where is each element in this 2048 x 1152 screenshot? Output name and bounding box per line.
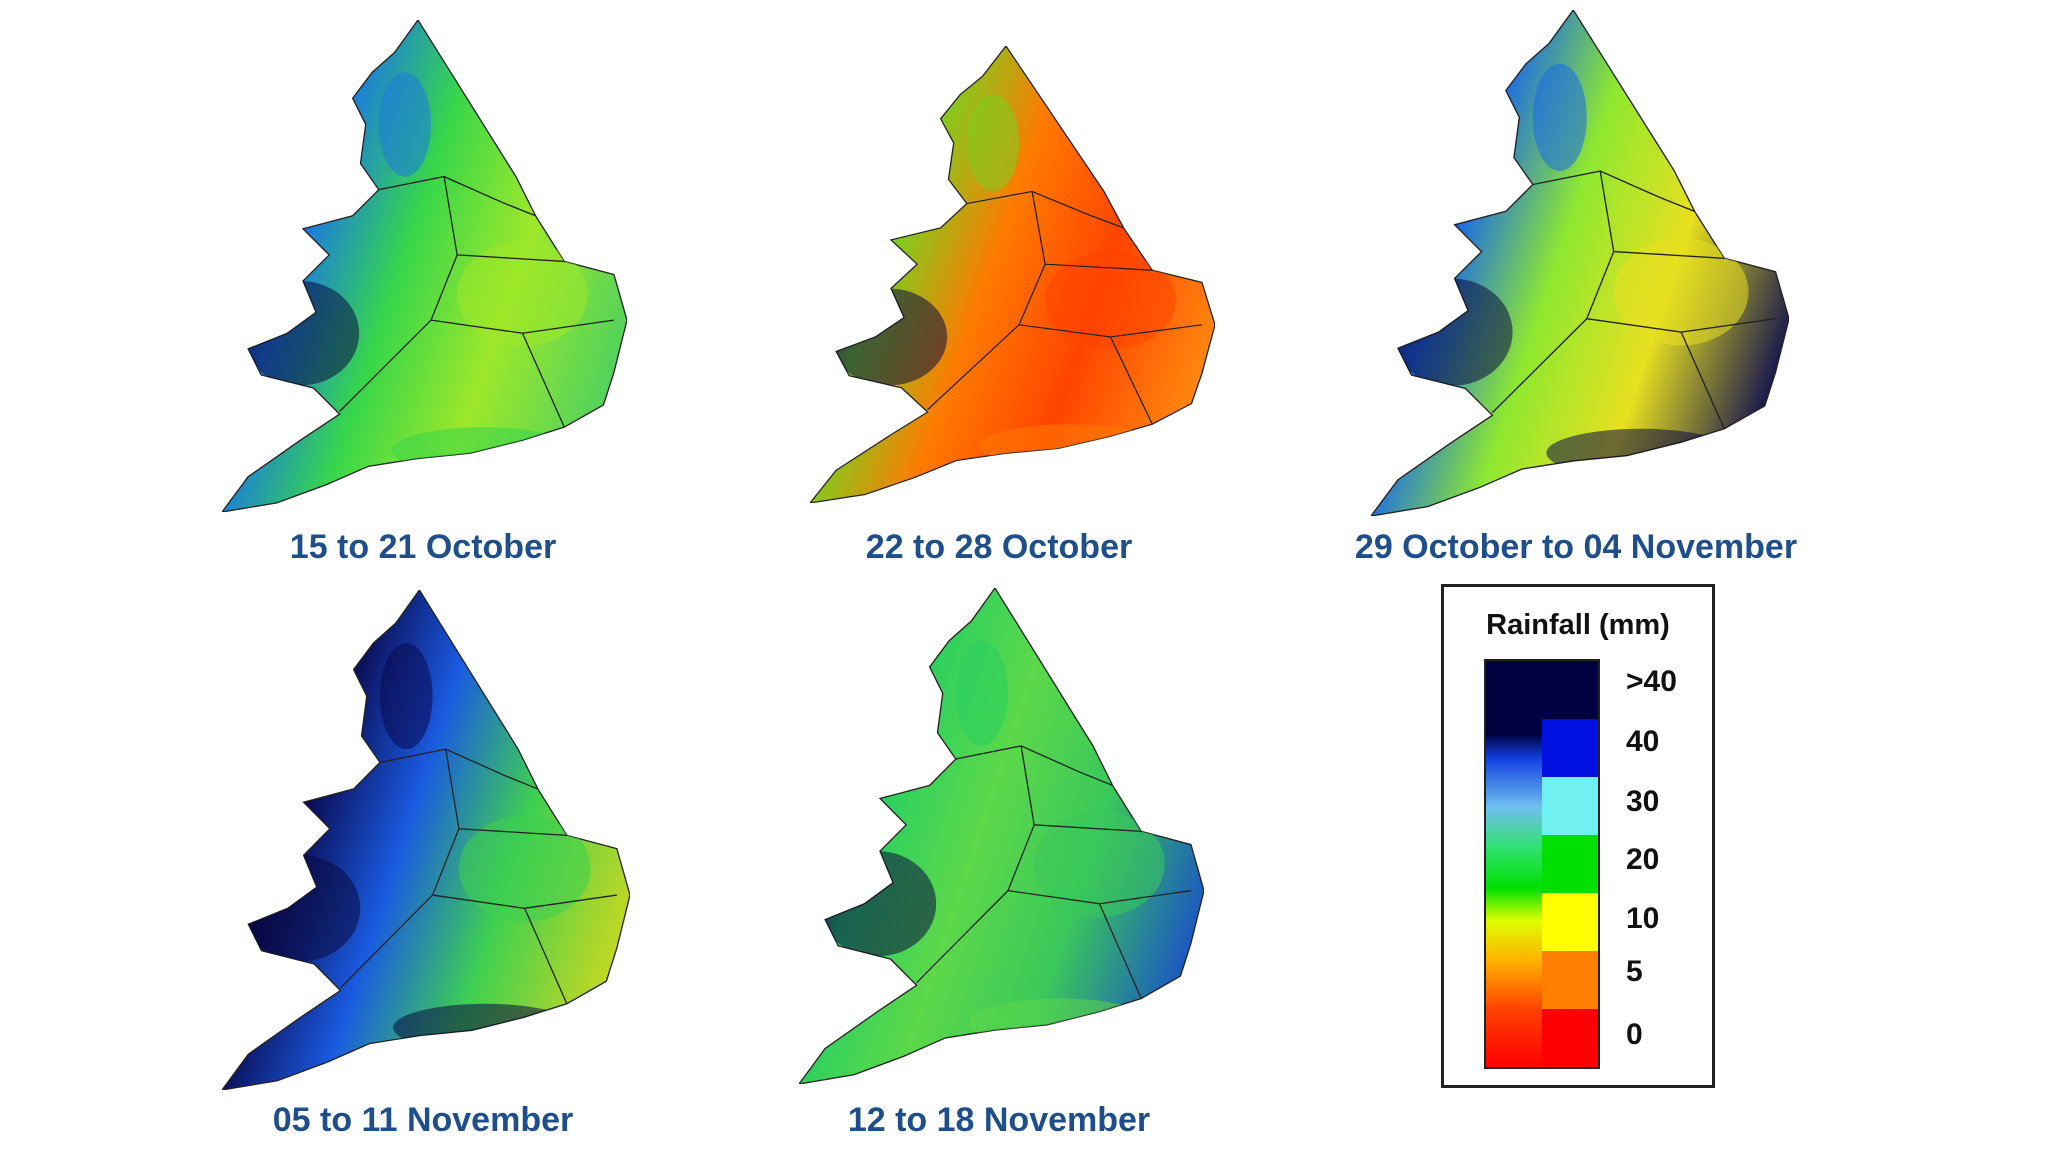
region-boundaries: [339, 175, 615, 428]
region-boundaries: [927, 190, 1203, 425]
rainfall-map-4: [222, 590, 630, 1090]
rainfall-map-1: [222, 20, 627, 512]
legend-tick-label: >40: [1626, 665, 1677, 698]
legend: Rainfall (mm) >40 40 30 20 10 5 0: [1441, 584, 1715, 1088]
map-caption: 15 to 21 October: [289, 528, 557, 566]
legend-swatch: [1542, 951, 1598, 1010]
color-scale-bar: [1484, 659, 1600, 1069]
legend-tick-label: 30: [1626, 785, 1660, 818]
england-wales-outline: [810, 46, 1215, 503]
region-boundaries: [1491, 170, 1776, 430]
england-wales-outline: [222, 590, 630, 1090]
rainfall-map-2: [810, 46, 1215, 503]
color-scale-gradient: [1486, 661, 1542, 1067]
rainfall-map-3: [1371, 10, 1789, 516]
rainfall-map-5: [799, 588, 1204, 1084]
legend-swatch: [1542, 719, 1598, 778]
region-boundaries: [916, 745, 1192, 999]
map-caption: 22 to 28 October: [865, 528, 1133, 566]
england-wales-outline: [1371, 10, 1789, 516]
legend-tick-label: 0: [1626, 1018, 1643, 1051]
legend-swatch: [1542, 777, 1598, 836]
map-caption: 29 October to 04 November: [1354, 528, 1798, 566]
region-boundaries: [339, 748, 617, 1005]
england-wales-outline: [799, 588, 1204, 1084]
legend-swatch: [1542, 661, 1598, 720]
map-caption: 12 to 18 November: [847, 1101, 1151, 1139]
legend-tick-label: 5: [1626, 955, 1643, 988]
legend-tick-label: 10: [1626, 902, 1660, 935]
legend-tick-label: 20: [1626, 843, 1660, 876]
legend-tick-label: 40: [1626, 725, 1660, 758]
map-caption: 05 to 11 November: [272, 1101, 574, 1139]
legend-title: Rainfall (mm): [1486, 609, 1670, 641]
legend-swatch: [1542, 835, 1598, 894]
legend-swatch: [1542, 893, 1598, 952]
legend-swatch: [1542, 1009, 1598, 1067]
